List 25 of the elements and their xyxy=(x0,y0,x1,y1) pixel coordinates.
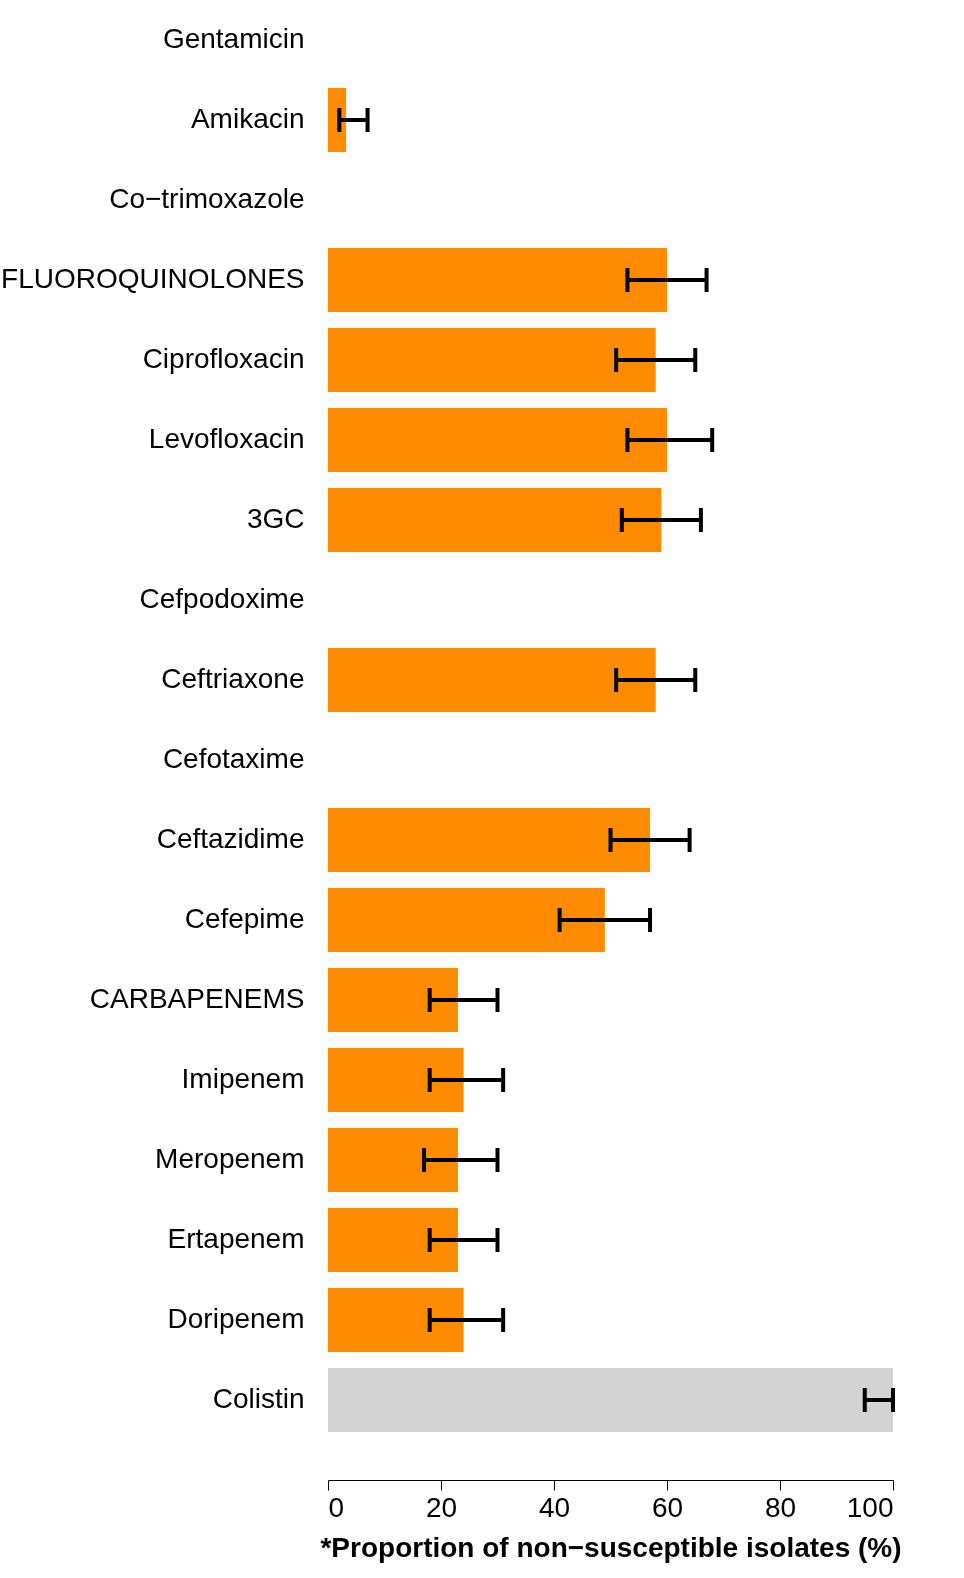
y-tick-label: FLUOROQUINOLONES xyxy=(1,263,305,294)
x-axis-title: *Proportion of non−susceptible isolates (%) xyxy=(320,1531,902,1563)
y-tick-label: Gentamicin xyxy=(162,23,305,54)
y-tick-label: Ciprofloxacin xyxy=(142,343,305,374)
y-tick-label: Doripenem xyxy=(167,1303,305,1334)
x-tick-label: 20 xyxy=(425,1491,458,1523)
y-tick-label: 3GC xyxy=(246,503,305,534)
y-tick-label: Levofloxacin xyxy=(148,423,305,454)
y-tick-label: Ceftriaxone xyxy=(161,663,305,694)
y-tick-label: Meropenem xyxy=(155,1143,305,1174)
y-tick-label: CARBAPENEMS xyxy=(89,983,305,1014)
y-tick-label: Colistin xyxy=(212,1383,305,1414)
y-tick-label: Cefotaxime xyxy=(162,743,305,774)
x-tick-label: 60 xyxy=(651,1491,684,1523)
x-tick-label: 100 xyxy=(846,1491,894,1523)
x-tick-label: 80 xyxy=(764,1491,797,1523)
y-tick-label: Amikacin xyxy=(190,103,305,134)
y-tick-label: Cefpodoxime xyxy=(139,583,305,614)
x-tick-label: 40 xyxy=(538,1491,571,1523)
x-tick-label: 0 xyxy=(328,1491,345,1523)
y-tick-label: Ceftazidime xyxy=(156,823,305,854)
y-tick-label: Cefepime xyxy=(184,903,305,934)
y-tick-label: Ertapenem xyxy=(167,1223,305,1254)
y-tick-label: Imipenem xyxy=(181,1063,305,1094)
y-tick-label: Co−trimoxazole xyxy=(109,183,305,214)
